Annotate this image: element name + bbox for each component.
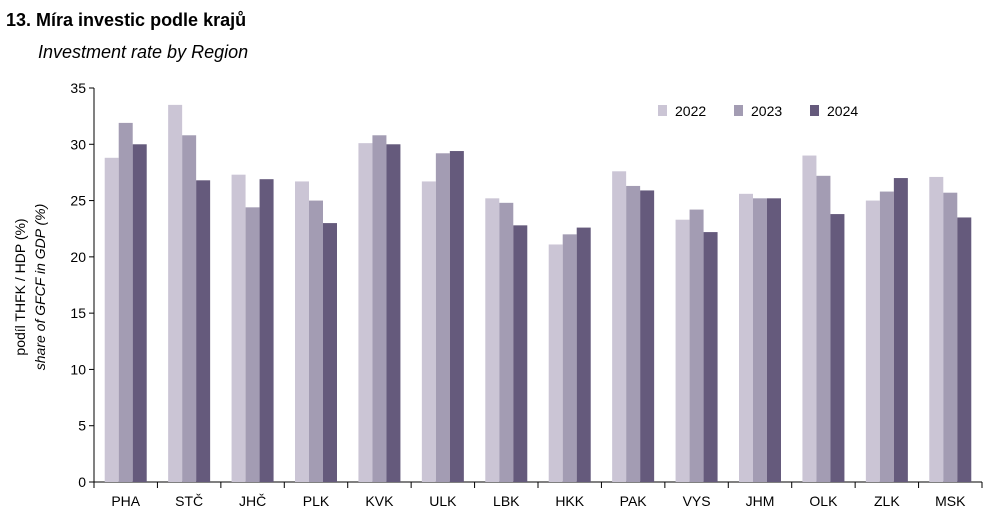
- bar-2022-OLK: [802, 155, 817, 483]
- x-tick-label: ZLK: [874, 493, 900, 509]
- bar-2022-PLK: [295, 181, 309, 483]
- bar-2024-ULK: [449, 151, 464, 483]
- bar-2022-ZLK: [865, 200, 880, 483]
- bar-2023-STČ: [182, 135, 197, 482]
- bar-2023-HKK: [562, 234, 577, 482]
- bar-2024-MSK: [957, 217, 972, 482]
- bar-2022-MSK: [929, 176, 944, 482]
- bars: [104, 104, 972, 483]
- x-tick-label: KVK: [365, 493, 394, 509]
- bar-2023-PLK: [309, 200, 323, 483]
- bar-2024-VYS: [703, 232, 718, 482]
- bar-2024-KVK: [386, 144, 401, 483]
- y-axis-label-line1: podíl THFK / HDP (%): [12, 218, 28, 355]
- y-tick-label: 35: [70, 80, 86, 96]
- y-axis-label-line2: share of GFCF in GDP (%): [32, 204, 48, 370]
- bar-2024-LBK: [513, 225, 528, 482]
- y-tick-label: 5: [78, 418, 86, 434]
- bar-2022-HKK: [548, 244, 563, 482]
- x-tick-label: PAK: [620, 493, 648, 509]
- y-tick-label: 0: [78, 474, 86, 490]
- x-tick-label: ULK: [429, 493, 457, 509]
- x-tick-label: JHM: [746, 493, 775, 509]
- y-tick-label: 20: [70, 249, 86, 265]
- bar-2024-PHA: [132, 144, 147, 483]
- bar-2023-PHA: [118, 122, 133, 482]
- bar-2023-OLK: [816, 175, 831, 482]
- x-tick-label: PHA: [111, 493, 140, 509]
- bar-2024-JHM: [767, 198, 781, 482]
- legend-swatch-2024: [810, 105, 819, 116]
- y-tick-label: 10: [70, 361, 86, 377]
- bar-2024-PAK: [640, 190, 655, 482]
- legend-label-2023: 2023: [751, 103, 782, 119]
- x-tick-label: HKK: [555, 493, 584, 509]
- bar-2023-JHM: [753, 198, 767, 482]
- chart-subtitle: Investment rate by Region: [38, 42, 249, 62]
- bar-2023-PAK: [626, 185, 641, 483]
- legend-swatch-2022: [658, 105, 667, 116]
- bar-2023-MSK: [943, 192, 958, 483]
- y-tick-label: 15: [70, 305, 86, 321]
- bar-2023-ZLK: [879, 191, 894, 482]
- bar-2023-KVK: [372, 135, 387, 482]
- bar-2022-PAK: [612, 171, 627, 482]
- chart-title: 13. Míra investic podle krajů: [6, 10, 247, 30]
- bar-2024-ZLK: [893, 178, 908, 483]
- legend-swatch-2023: [734, 105, 743, 116]
- bar-2023-VYS: [689, 209, 704, 482]
- bar-2022-PHA: [104, 157, 119, 482]
- bar-2024-HKK: [576, 227, 591, 482]
- x-tick-label: VYS: [683, 493, 711, 509]
- x-tick-label: MSK: [935, 493, 966, 509]
- legend: 2022 2023 2024: [658, 103, 858, 119]
- bar-2023-LBK: [499, 202, 514, 482]
- legend-label-2022: 2022: [675, 103, 706, 119]
- bar-2023-JHČ: [245, 207, 260, 482]
- x-tick-label: JHČ: [239, 493, 266, 509]
- legend-label-2024: 2024: [827, 103, 858, 119]
- bar-2024-STČ: [196, 180, 211, 482]
- bar-2022-JHČ: [231, 174, 246, 482]
- bar-2022-KVK: [358, 143, 373, 482]
- bar-2022-STČ: [168, 104, 183, 482]
- bar-2022-VYS: [675, 219, 690, 483]
- y-tick-label: 25: [70, 193, 86, 209]
- x-tick-label: PLK: [303, 493, 330, 509]
- bar-2024-PLK: [323, 223, 337, 483]
- bar-2023-ULK: [435, 153, 450, 482]
- bar-2022-JHM: [739, 193, 753, 482]
- bar-2022-LBK: [485, 198, 500, 482]
- y-axis-label: podíl THFK / HDP (%) share of GFCF in GD…: [12, 204, 48, 370]
- bar-2024-JHČ: [259, 179, 274, 482]
- bar-2022-ULK: [421, 181, 436, 483]
- x-tick-label: STČ: [175, 493, 203, 509]
- x-tick-label: LBK: [493, 493, 520, 509]
- y-tick-label: 30: [70, 136, 86, 152]
- x-tick-label: OLK: [809, 493, 838, 509]
- bar-2024-OLK: [830, 214, 845, 482]
